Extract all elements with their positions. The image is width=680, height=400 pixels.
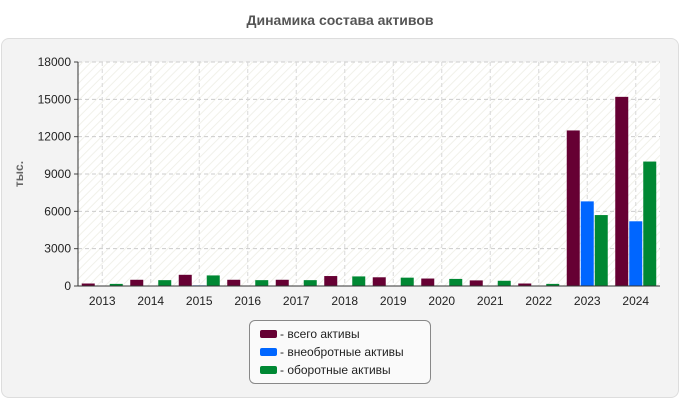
chart-legend: - всего активы - внеобротные активы - об… bbox=[249, 320, 431, 384]
bar-current-2014 bbox=[158, 280, 172, 286]
legend-label-total-assets: - всего активы bbox=[280, 327, 360, 341]
y-tick-label: 9000 bbox=[44, 167, 71, 181]
x-tick-label: 2024 bbox=[622, 294, 649, 308]
legend-swatch-noncurrent-assets bbox=[260, 348, 277, 356]
y-tick-label: 3000 bbox=[44, 242, 71, 256]
y-tick-label: 6000 bbox=[44, 204, 71, 218]
legend-swatch-total-assets bbox=[260, 330, 277, 338]
bar-current-2013 bbox=[109, 283, 123, 286]
legend-item-noncurrent-assets: - внеобротные активы bbox=[260, 344, 404, 360]
bar-noncurrent-2024 bbox=[629, 221, 643, 286]
bar-total-2016 bbox=[227, 279, 241, 286]
bar-current-2016 bbox=[255, 280, 269, 286]
bar-current-2021 bbox=[497, 280, 511, 286]
legend-swatch-current-assets bbox=[260, 366, 277, 374]
x-tick-label: 2014 bbox=[137, 294, 164, 308]
bar-current-2015 bbox=[206, 275, 220, 286]
legend-item-total-assets: - всего активы bbox=[260, 326, 360, 342]
legend-label-current-assets: - оборотные активы bbox=[280, 363, 391, 377]
bar-current-2024 bbox=[643, 161, 657, 286]
bar-current-2019 bbox=[400, 277, 414, 286]
bar-current-2022 bbox=[546, 283, 560, 286]
x-tick-label: 2022 bbox=[525, 294, 552, 308]
y-axis-label: тыс. bbox=[12, 161, 26, 187]
bar-current-2017 bbox=[303, 280, 317, 286]
bar-current-2023 bbox=[594, 215, 608, 286]
x-tick-label: 2015 bbox=[186, 294, 213, 308]
chart-title: Динамика состава активов bbox=[246, 12, 434, 28]
x-tick-label: 2021 bbox=[477, 294, 504, 308]
bar-total-2014 bbox=[130, 279, 144, 286]
legend-item-current-assets: - оборотные активы bbox=[260, 362, 391, 378]
bar-total-2020 bbox=[421, 278, 435, 286]
y-tick-label: 18000 bbox=[38, 55, 72, 69]
x-tick-label: 2017 bbox=[283, 294, 310, 308]
bar-total-2022 bbox=[518, 283, 532, 286]
y-tick-label: 15000 bbox=[38, 92, 72, 106]
bar-current-2020 bbox=[449, 278, 463, 286]
bar-total-2017 bbox=[275, 279, 289, 286]
bar-total-2024 bbox=[615, 96, 629, 286]
x-tick-label: 2023 bbox=[574, 294, 601, 308]
bar-current-2018 bbox=[352, 276, 366, 286]
bar-noncurrent-2023 bbox=[580, 201, 594, 286]
x-tick-label: 2018 bbox=[331, 294, 358, 308]
x-tick-label: 2016 bbox=[234, 294, 261, 308]
bar-total-2019 bbox=[372, 277, 386, 286]
y-tick-label: 12000 bbox=[38, 130, 72, 144]
bar-total-2018 bbox=[324, 276, 338, 286]
bar-total-2021 bbox=[469, 280, 483, 286]
x-tick-label: 2013 bbox=[89, 294, 116, 308]
x-tick-label: 2020 bbox=[428, 294, 455, 308]
bar-total-2013 bbox=[81, 283, 95, 286]
bar-total-2015 bbox=[178, 274, 192, 286]
legend-label-noncurrent-assets: - внеобротные активы bbox=[280, 345, 404, 359]
bar-total-2023 bbox=[566, 130, 580, 286]
y-tick-label: 0 bbox=[64, 279, 71, 293]
x-tick-label: 2019 bbox=[380, 294, 407, 308]
